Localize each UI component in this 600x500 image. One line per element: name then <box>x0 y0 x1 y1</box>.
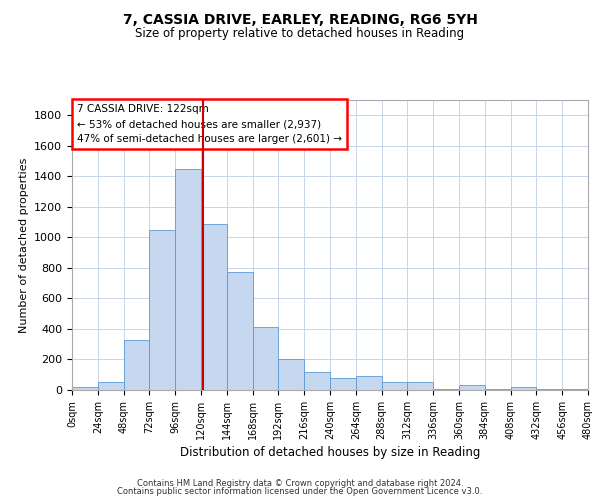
Y-axis label: Number of detached properties: Number of detached properties <box>19 158 29 332</box>
X-axis label: Distribution of detached houses by size in Reading: Distribution of detached houses by size … <box>180 446 480 459</box>
Bar <box>98 382 124 390</box>
Bar <box>356 376 382 390</box>
Bar <box>459 384 485 390</box>
Bar <box>407 382 433 390</box>
Bar <box>562 389 588 390</box>
Bar <box>175 168 201 390</box>
Bar <box>201 224 227 390</box>
Text: Contains HM Land Registry data © Crown copyright and database right 2024.: Contains HM Land Registry data © Crown c… <box>137 478 463 488</box>
Bar <box>485 389 511 390</box>
Bar <box>330 378 356 390</box>
Bar <box>433 389 459 390</box>
Text: 7, CASSIA DRIVE, EARLEY, READING, RG6 5YH: 7, CASSIA DRIVE, EARLEY, READING, RG6 5Y… <box>122 12 478 26</box>
Bar <box>304 372 330 390</box>
Bar <box>382 382 407 390</box>
Bar <box>227 272 253 390</box>
Bar <box>72 387 98 390</box>
Bar <box>253 328 278 390</box>
Bar <box>511 387 536 390</box>
Text: Contains public sector information licensed under the Open Government Licence v3: Contains public sector information licen… <box>118 487 482 496</box>
Bar <box>124 340 149 390</box>
Bar <box>278 360 304 390</box>
Text: Size of property relative to detached houses in Reading: Size of property relative to detached ho… <box>136 28 464 40</box>
Text: 7 CASSIA DRIVE: 122sqm
← 53% of detached houses are smaller (2,937)
47% of semi-: 7 CASSIA DRIVE: 122sqm ← 53% of detached… <box>77 104 342 144</box>
Bar <box>536 389 562 390</box>
Bar <box>149 230 175 390</box>
